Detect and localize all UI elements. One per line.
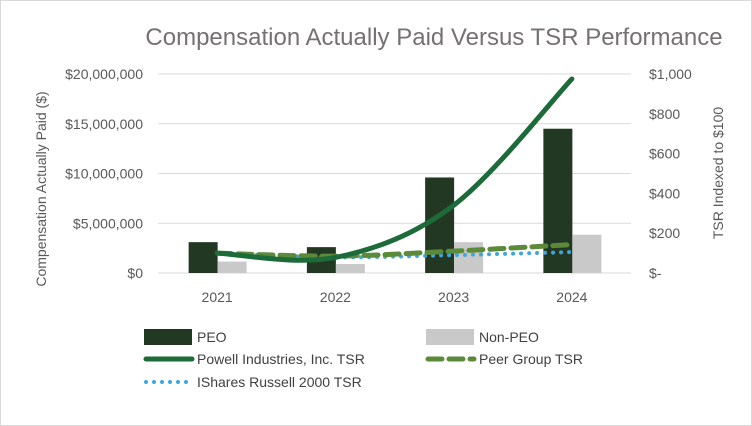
legend-label-ishares-russell-2000-tsr: IShares Russell 2000 TSR	[197, 374, 362, 390]
legend-label-powell-industries-inc-tsr: Powell Industries, Inc. TSR	[197, 351, 365, 367]
line-powell-industries-inc-tsr	[214, 76, 575, 263]
x-tick-label: 2022	[320, 289, 351, 305]
bar-peo	[425, 177, 455, 273]
legend-swatch-peo	[144, 329, 192, 345]
legend: PEO Non-PEO Powell Industries, Inc. TSR Pee…	[143, 329, 583, 390]
legend-label-peer-group-tsr: Peer Group TSR	[479, 351, 583, 367]
x-tick-label: 2021	[202, 289, 233, 305]
bar-non-peo	[335, 264, 365, 273]
y-axis-label: Compensation Actually Paid ($)	[33, 91, 49, 286]
y2-axis-label: TSR Indexed to $100	[710, 107, 726, 240]
bar-non-peo	[454, 242, 484, 273]
y-tick-label: $10,000,000	[65, 166, 143, 182]
y-tick-label: $0	[127, 265, 143, 281]
legend-swatch-non-peo	[426, 329, 474, 345]
bars	[188, 128, 602, 273]
bar-non-peo	[572, 234, 602, 273]
y2-tick-label: $800	[649, 106, 680, 122]
legend-label-non-peo: Non-PEO	[479, 329, 539, 345]
bar-non-peo	[217, 261, 247, 273]
chart-title: Compensation Actually Paid Versus TSR Pe…	[145, 24, 722, 51]
y-tick-label: $15,000,000	[65, 116, 143, 132]
y2-tick-label: $600	[649, 146, 680, 162]
axis-ticks: $0 $5,000,000 $10,000,000 $15,000,000 $20,00…	[65, 66, 692, 305]
bar-peo	[188, 242, 218, 273]
lines	[214, 76, 575, 263]
bar-peo	[543, 128, 573, 273]
y-tick-label: $20,000,000	[65, 66, 143, 82]
legend-label-peo: PEO	[197, 329, 227, 345]
x-tick-label: 2024	[556, 289, 587, 305]
y-tick-label: $5,000,000	[73, 215, 143, 231]
y2-tick-label: $1,000	[649, 66, 692, 82]
x-tick-label: 2023	[438, 289, 469, 305]
y2-tick-label: $200	[649, 225, 680, 241]
y2-tick-label: $-	[649, 265, 662, 281]
y2-tick-label: $400	[649, 185, 680, 201]
line-peer-group-tsr	[214, 242, 575, 259]
